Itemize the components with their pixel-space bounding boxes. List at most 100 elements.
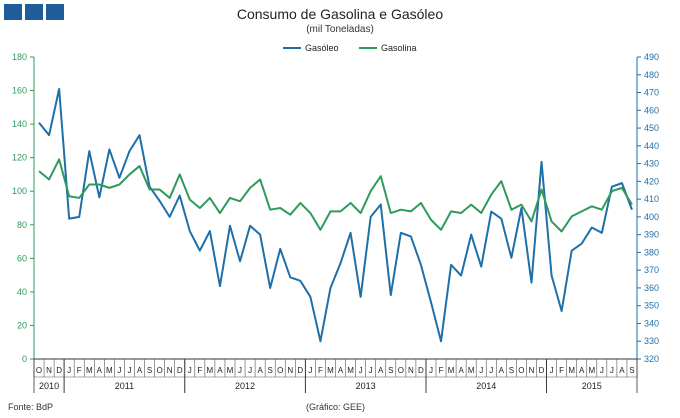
legend-label: Gasolina	[381, 43, 417, 53]
x-month-label: S	[629, 366, 634, 375]
y-right-tick-label: 380	[644, 247, 659, 257]
x-month-label: A	[579, 366, 585, 375]
x-month-label: N	[408, 366, 414, 375]
gee-logo	[4, 4, 64, 20]
x-month-label: F	[197, 366, 202, 375]
x-month-label: A	[499, 366, 505, 375]
x-month-label: J	[479, 366, 483, 375]
x-month-label: S	[147, 366, 152, 375]
x-month-label: J	[489, 366, 493, 375]
x-year-label: 2010	[39, 381, 59, 391]
x-month-label: N	[287, 366, 293, 375]
x-month-label: D	[418, 366, 424, 375]
y-left-tick-label: 100	[12, 186, 27, 196]
y-left-tick-label: 20	[17, 320, 27, 330]
x-month-label: J	[610, 366, 614, 375]
x-month-label: J	[127, 366, 131, 375]
y-right-tick-label: 340	[644, 318, 659, 328]
x-month-label: J	[188, 366, 192, 375]
logo-block	[25, 4, 43, 20]
x-month-label: N	[167, 366, 173, 375]
credit-note: (Gráfico: GEE)	[306, 402, 366, 412]
x-month-label: O	[157, 366, 163, 375]
x-month-label: M	[227, 366, 234, 375]
x-month-label: F	[439, 366, 444, 375]
x-month-label: A	[217, 366, 223, 375]
logo-block	[4, 4, 22, 20]
x-year-label: 2012	[235, 381, 255, 391]
logo-block	[46, 4, 64, 20]
x-month-label: D	[297, 366, 303, 375]
x-month-label: J	[248, 366, 252, 375]
chart-title: Consumo de Gasolina e Gasóleo	[236, 6, 444, 22]
y-right-tick-label: 400	[644, 212, 659, 222]
y-left-tick-label: 60	[17, 253, 27, 263]
x-month-label: J	[369, 366, 373, 375]
y-left-tick-label: 160	[12, 86, 27, 96]
x-month-label: J	[117, 366, 121, 375]
x-month-label: A	[338, 366, 344, 375]
y-left-tick-label: 0	[22, 354, 27, 364]
x-month-label: J	[429, 366, 433, 375]
x-month-label: S	[509, 366, 514, 375]
x-month-label: N	[529, 366, 535, 375]
series-line-gasolina	[38, 158, 633, 233]
x-month-label: M	[327, 366, 334, 375]
x-month-label: A	[619, 366, 625, 375]
x-month-label: S	[268, 366, 273, 375]
x-month-label: O	[518, 366, 524, 375]
y-right-tick-label: 450	[644, 123, 659, 133]
y-right-tick-label: 490	[644, 52, 659, 62]
x-month-label: O	[36, 366, 42, 375]
y-right-tick-label: 470	[644, 88, 659, 98]
chart-subtitle: (mil Toneladas)	[306, 24, 374, 35]
y-right-tick-label: 370	[644, 265, 659, 275]
y-left-tick-label: 80	[17, 220, 27, 230]
x-month-label: M	[86, 366, 93, 375]
x-month-label: O	[277, 366, 283, 375]
x-month-label: J	[238, 366, 242, 375]
x-year-label: 2011	[115, 381, 134, 391]
x-month-label: M	[468, 366, 475, 375]
y-left-tick-label: 120	[12, 153, 27, 163]
y-right-tick-label: 350	[644, 301, 659, 311]
x-month-label: A	[257, 366, 263, 375]
y-right-tick-label: 320	[644, 354, 659, 364]
x-month-label: M	[448, 366, 455, 375]
x-month-label: D	[539, 366, 545, 375]
source-note: Fonte: BdP	[8, 402, 54, 412]
x-month-label: F	[559, 366, 564, 375]
x-month-label: A	[97, 366, 103, 375]
x-month-label: M	[347, 366, 354, 375]
y-right-tick-label: 420	[644, 176, 659, 186]
y-left-tick-label: 40	[17, 287, 27, 297]
x-month-label: J	[600, 366, 604, 375]
x-month-label: O	[398, 366, 404, 375]
x-month-label: A	[378, 366, 384, 375]
x-month-label: N	[46, 366, 52, 375]
x-month-label: F	[318, 366, 323, 375]
x-month-label: J	[359, 366, 363, 375]
x-year-label: 2014	[476, 381, 496, 391]
x-month-label: J	[67, 366, 71, 375]
y-right-tick-label: 330	[644, 336, 659, 346]
x-month-label: A	[458, 366, 464, 375]
y-right-tick-label: 480	[644, 70, 659, 80]
legend-label: Gasóleo	[305, 43, 339, 53]
x-month-label: J	[308, 366, 312, 375]
y-right-tick-label: 430	[644, 159, 659, 169]
x-year-label: 2013	[356, 381, 376, 391]
y-right-tick-label: 390	[644, 230, 659, 240]
x-month-label: D	[56, 366, 62, 375]
y-right-tick-label: 410	[644, 194, 659, 204]
x-month-label: A	[137, 366, 143, 375]
x-month-label: M	[207, 366, 214, 375]
y-right-tick-label: 460	[644, 105, 659, 115]
x-month-label: M	[568, 366, 575, 375]
y-left-tick-label: 140	[12, 119, 27, 129]
x-month-label: J	[550, 366, 554, 375]
y-right-tick-label: 440	[644, 141, 659, 151]
x-month-label: M	[106, 366, 113, 375]
x-month-label: F	[77, 366, 82, 375]
series-line-gasóleo	[38, 87, 633, 343]
